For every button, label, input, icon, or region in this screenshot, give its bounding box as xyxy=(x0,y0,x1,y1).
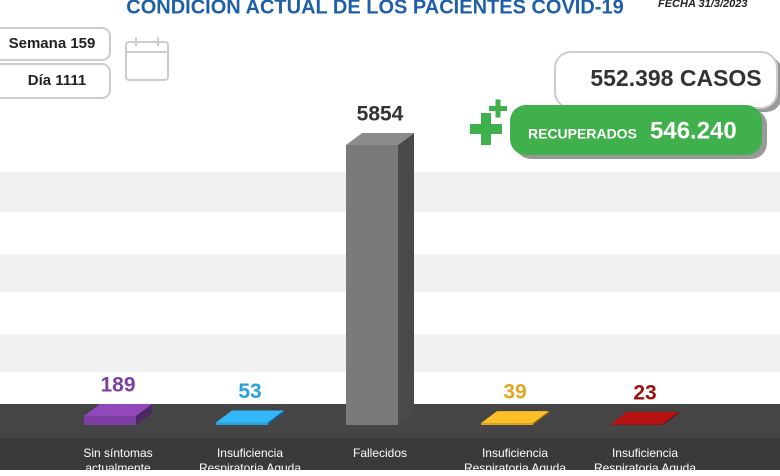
day: Día 1111 xyxy=(28,72,86,89)
cases: 552.398 CASOS xyxy=(590,65,761,91)
bar-top xyxy=(216,410,284,423)
floor-front xyxy=(0,438,780,470)
x-tick-label: Sin síntomas actualmente xyxy=(83,446,153,475)
plus-icon xyxy=(470,99,507,145)
x-tick-label: Insuficiencia Respiratoria Aguda xyxy=(198,446,302,475)
bar-top xyxy=(481,411,549,424)
chart-title: CONDICIÓN ACTUAL DE LOS PACIENTES COVID-… xyxy=(126,0,623,18)
value-label: 23 xyxy=(633,381,656,404)
bar-side xyxy=(533,411,549,425)
x-tick-label: Insuficiencia Respiratoria Aguda xyxy=(463,446,567,475)
date: FECHA 31/3/2023 xyxy=(658,0,747,10)
bar-top xyxy=(346,133,414,145)
bar xyxy=(611,423,663,425)
bar-top xyxy=(84,403,152,416)
recovered-box xyxy=(510,105,762,155)
bar xyxy=(216,422,268,425)
bar xyxy=(481,423,533,425)
bar-side xyxy=(663,411,679,425)
bar-side xyxy=(398,133,414,425)
bar xyxy=(84,415,136,425)
x-tick-label: Fallecidos xyxy=(352,446,408,460)
day-box xyxy=(0,63,111,99)
bar xyxy=(346,145,398,425)
recovered-value: 546.240 xyxy=(650,117,737,144)
value-label: 189 xyxy=(100,374,135,397)
value-label: 39 xyxy=(503,381,526,404)
recovered-label: RECUPERADOS xyxy=(528,126,637,142)
bar-side xyxy=(136,403,152,425)
value-label: 5854 xyxy=(357,103,404,126)
week-box xyxy=(0,27,111,61)
bar-side xyxy=(268,410,284,425)
week: Semana 159 xyxy=(9,35,96,52)
x-tick-label: Insuficiencia Respiratoria Aguda xyxy=(593,446,697,475)
calendar-icon xyxy=(125,37,169,81)
value-label: 53 xyxy=(238,380,261,403)
bar-top xyxy=(611,411,679,424)
